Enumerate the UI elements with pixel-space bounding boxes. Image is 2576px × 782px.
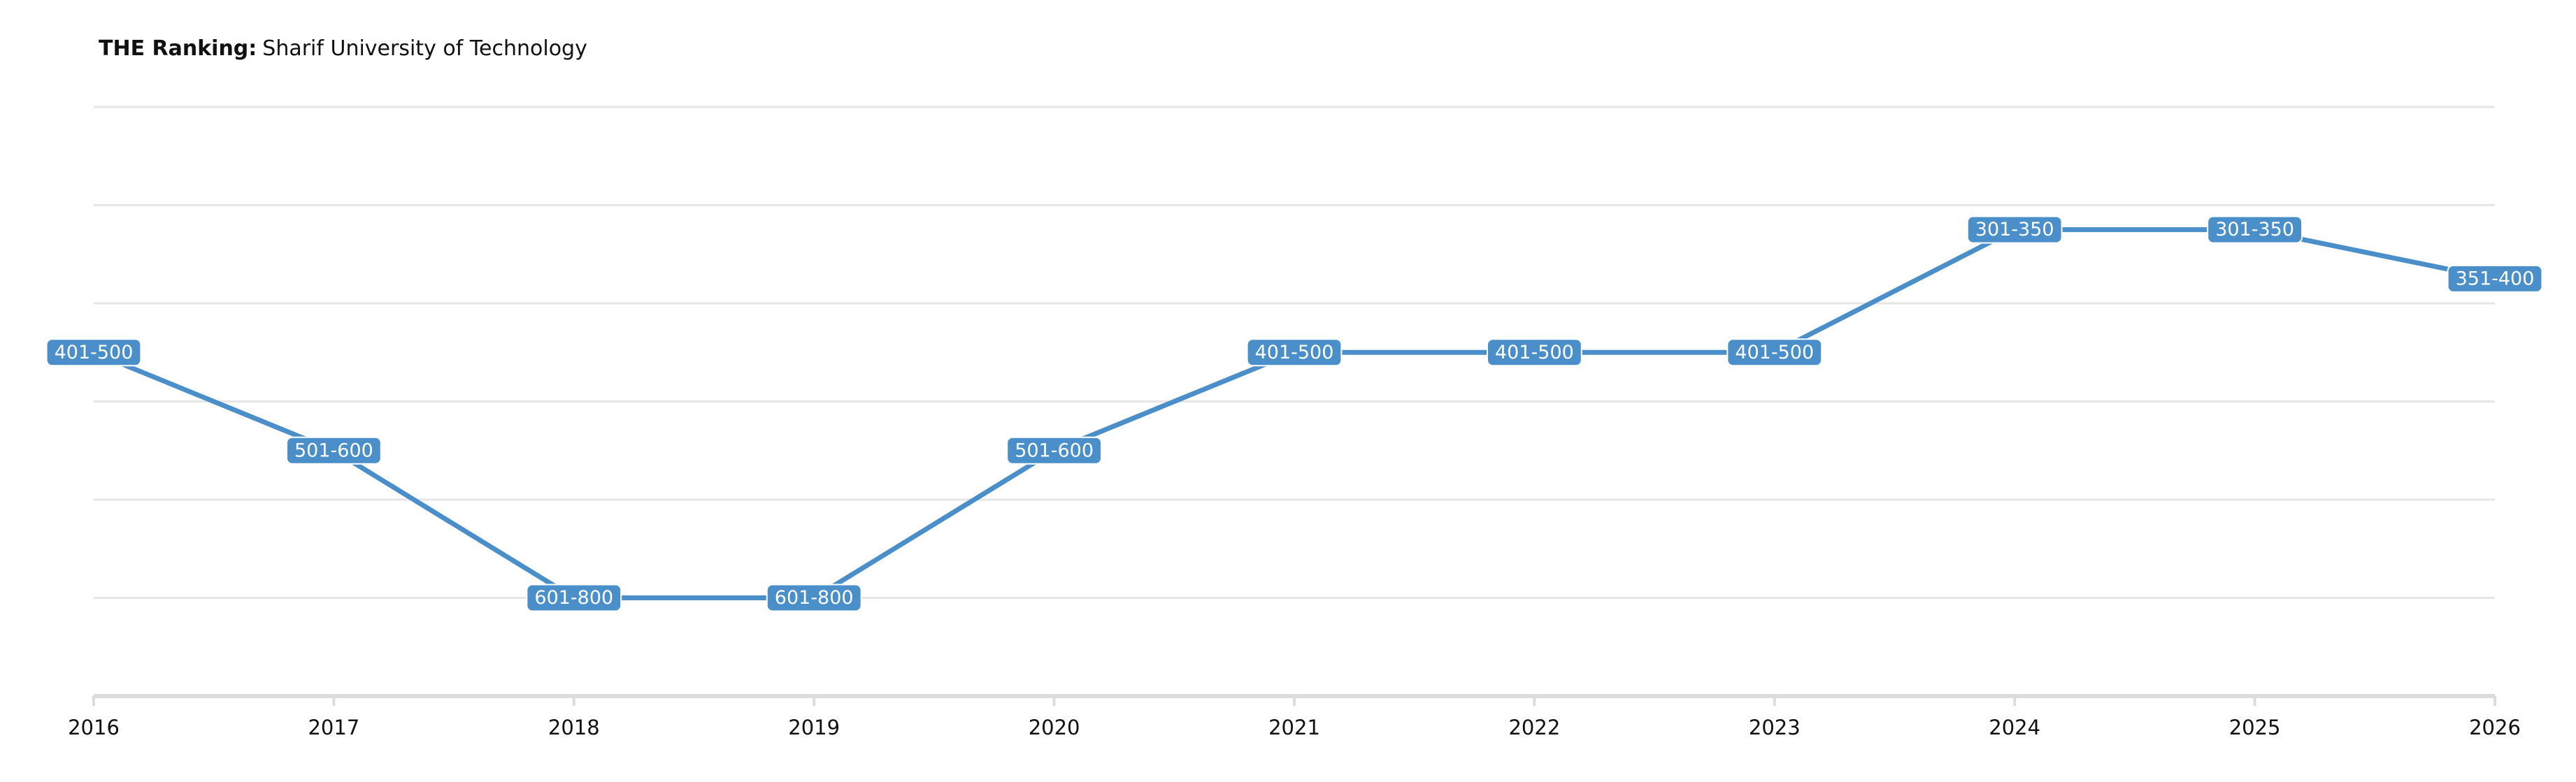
point-label: 301-350 <box>1975 219 2054 240</box>
point-label-box <box>1966 215 2063 244</box>
point-label-box <box>1246 338 1343 367</box>
x-tick-label: 2024 <box>1989 716 2040 739</box>
point-label-box <box>526 584 622 612</box>
point-label-box <box>285 436 382 465</box>
point-label-box <box>1486 338 1582 367</box>
point-label-box <box>2447 264 2543 293</box>
point-label: 401-500 <box>55 342 134 363</box>
point-label: 501-600 <box>294 440 373 461</box>
x-tick-label: 2016 <box>68 716 120 739</box>
title-text: Sharif University of Technology <box>262 36 587 61</box>
point-label-box <box>2207 215 2303 244</box>
point-label: 501-600 <box>1015 440 1094 461</box>
line <box>92 227 2496 600</box>
x-tick-label: 2023 <box>1749 716 1801 739</box>
x-tick-label: 2022 <box>1508 716 1560 739</box>
point-label: 301-350 <box>2215 219 2294 240</box>
x-tick-label: 2020 <box>1029 716 1080 739</box>
point-label: 401-500 <box>1735 342 1814 363</box>
x-tick-label: 2019 <box>788 716 840 739</box>
x-tick-label: 2017 <box>308 716 359 739</box>
title-prefix: THE Ranking: <box>99 36 257 61</box>
point-label: 401-500 <box>1495 342 1574 363</box>
point-label: 351-400 <box>2456 268 2535 289</box>
x-tick-label: 2026 <box>2469 716 2521 739</box>
x-tick-label: 2018 <box>548 716 600 739</box>
point-label-box <box>1726 338 1823 367</box>
point-label-box <box>45 338 142 367</box>
point-label-box <box>1006 436 1103 465</box>
x-tick-label: 2021 <box>1268 716 1320 739</box>
point-label-box <box>766 584 862 612</box>
chart-title: THE Ranking: Sharif University of Technol… <box>99 36 587 61</box>
x-tick-label: 2025 <box>2229 716 2281 739</box>
point-label: 601-800 <box>534 587 613 609</box>
point-label: 601-800 <box>775 587 854 609</box>
point-label: 401-500 <box>1255 342 1334 363</box>
